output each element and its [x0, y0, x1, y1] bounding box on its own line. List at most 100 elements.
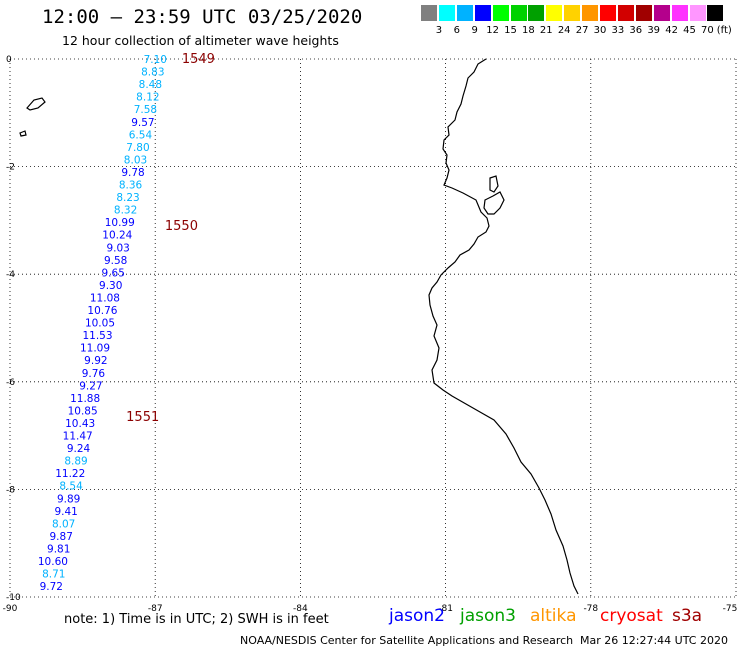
- wave-height-value: 9.27: [79, 380, 102, 392]
- wave-height-value: 7.80: [126, 142, 149, 154]
- wave-height-value: 9.41: [54, 506, 77, 518]
- page-title: 12:00 – 23:59 UTC 03/25/2020: [42, 6, 363, 28]
- lat-tick-label: -2: [6, 163, 15, 173]
- color-swatch: [510, 5, 527, 21]
- lat-tick-label: 0: [6, 55, 12, 65]
- wave-height-value: 9.78: [121, 167, 144, 179]
- color-swatch: [546, 5, 563, 21]
- lon-tick-label: -87: [148, 604, 163, 614]
- page-subtitle: 12 hour collection of altimeter wave hei…: [62, 33, 339, 48]
- wave-height-value: 9.81: [47, 543, 70, 555]
- wave-height-labels: 7.108.838.488.127.589.576.547.808.039.78…: [38, 54, 167, 593]
- wave-height-value: 11.53: [82, 330, 112, 342]
- color-swatch: [617, 5, 634, 21]
- color-swatch: [707, 5, 724, 21]
- note-text: note: 1) Time is in UTC; 2) SWH is in fe…: [64, 612, 329, 627]
- lon-tick-label: -81: [438, 604, 453, 614]
- color-swatch: [653, 5, 670, 21]
- color-scale-label: 3: [435, 25, 443, 36]
- color-swatch: [528, 5, 545, 21]
- wave-height-value: 8.89: [64, 456, 87, 468]
- wave-height-value: 7.10: [144, 54, 167, 66]
- color-swatch: [635, 5, 652, 21]
- color-swatch: [600, 5, 616, 21]
- color-scale-label: 45: [683, 25, 696, 36]
- wave-height-value: 6.54: [129, 129, 153, 141]
- wave-height-value: 8.36: [119, 180, 143, 192]
- color-scale-label: 18: [522, 25, 535, 36]
- wave-height-value: 10.85: [68, 405, 98, 417]
- galapagos-island-small: [19, 130, 27, 137]
- wave-height-value: 9.87: [50, 531, 73, 543]
- axis-ticks: -90 -87 -84 -81 -78 -75 0 -2 -4 -6 -8 -10: [3, 55, 738, 614]
- lon-tick-label: -90: [3, 604, 18, 614]
- wave-height-value: 9.03: [106, 242, 129, 254]
- wave-height-value: 9.58: [104, 255, 127, 267]
- color-swatch: [492, 5, 509, 21]
- lat-tick-label: -6: [6, 378, 15, 388]
- color-scale-label: 42: [665, 25, 678, 36]
- wave-height-value: 8.23: [116, 192, 139, 204]
- color-scale-label: 70: [701, 25, 714, 36]
- color-scale-label: 21: [539, 25, 553, 36]
- satellite-name: cryosat: [600, 606, 663, 626]
- wave-height-value: 11.88: [70, 393, 100, 405]
- wave-height-value: 9.89: [57, 493, 80, 505]
- color-scale-label: 9: [471, 25, 478, 36]
- wave-height-value: 9.57: [131, 117, 154, 129]
- lat-tick-label: -10: [6, 593, 21, 603]
- color-scale-label: 36: [629, 25, 643, 36]
- wave-height-value: 8.32: [114, 205, 137, 217]
- coastline: [19, 58, 579, 595]
- wave-height-value: 8.71: [42, 569, 65, 581]
- wave-height-value: 8.48: [139, 79, 162, 91]
- wave-height-value: 11.47: [63, 431, 93, 443]
- lat-lon-grid: [9, 58, 737, 598]
- color-scale-label: 30: [593, 25, 607, 36]
- wave-height-value: 10.60: [38, 556, 68, 568]
- wave-height-value: 10.05: [85, 318, 115, 330]
- lon-tick-label: -75: [723, 604, 738, 614]
- wave-height-value: 9.72: [40, 581, 63, 593]
- color-swatch: [689, 5, 706, 21]
- wave-height-value: 11.22: [55, 468, 85, 480]
- satellite-name: altika: [530, 606, 577, 626]
- color-scale-label: 24: [557, 25, 571, 36]
- color-swatch: [456, 5, 473, 21]
- color-scale-label: 12: [486, 25, 499, 36]
- color-swatch: [421, 5, 437, 21]
- pass-number: 1551: [126, 410, 159, 425]
- color-swatch: [474, 5, 491, 21]
- color-swatch: [564, 5, 581, 21]
- color-scale-label: 27: [575, 25, 589, 36]
- lon-tick-label: -84: [293, 604, 308, 614]
- satellite-name: s3a: [672, 606, 703, 626]
- pass-number: 1550: [165, 219, 198, 234]
- color-scale-unit: (ft): [716, 25, 732, 36]
- color-scale-label: 33: [611, 25, 625, 36]
- color-swatch: [438, 5, 455, 21]
- wave-height-value: 11.09: [80, 343, 110, 355]
- satellite-name: jason3: [460, 606, 516, 626]
- coastline-south-america: [428, 58, 579, 595]
- wave-height-value: 8.07: [52, 518, 75, 530]
- lon-tick-label: -78: [583, 604, 598, 614]
- wave-height-value: 8.12: [136, 92, 159, 104]
- color-scale-label: 6: [453, 25, 460, 36]
- wave-height-value: 10.43: [65, 418, 95, 430]
- wave-height-value: 9.76: [82, 368, 106, 380]
- color-swatch: [671, 5, 688, 21]
- pass-labels: 1549 1550 1551: [126, 52, 215, 425]
- wave-height-value: 9.92: [84, 355, 107, 367]
- wave-height-value: 10.99: [105, 217, 135, 229]
- color-swatch: [582, 5, 599, 21]
- wave-height-value: 8.03: [124, 154, 147, 166]
- satellite-name: jason2: [389, 606, 445, 626]
- wave-height-value: 9.65: [102, 267, 125, 279]
- galapagos-island-main: [26, 97, 46, 111]
- lat-tick-label: -4: [6, 270, 15, 280]
- credit-timestamp: Mar 26 12:27:44 UTC 2020: [580, 634, 728, 647]
- wave-height-value: 7.58: [134, 104, 157, 116]
- wave-height-value: 10.24: [102, 230, 132, 242]
